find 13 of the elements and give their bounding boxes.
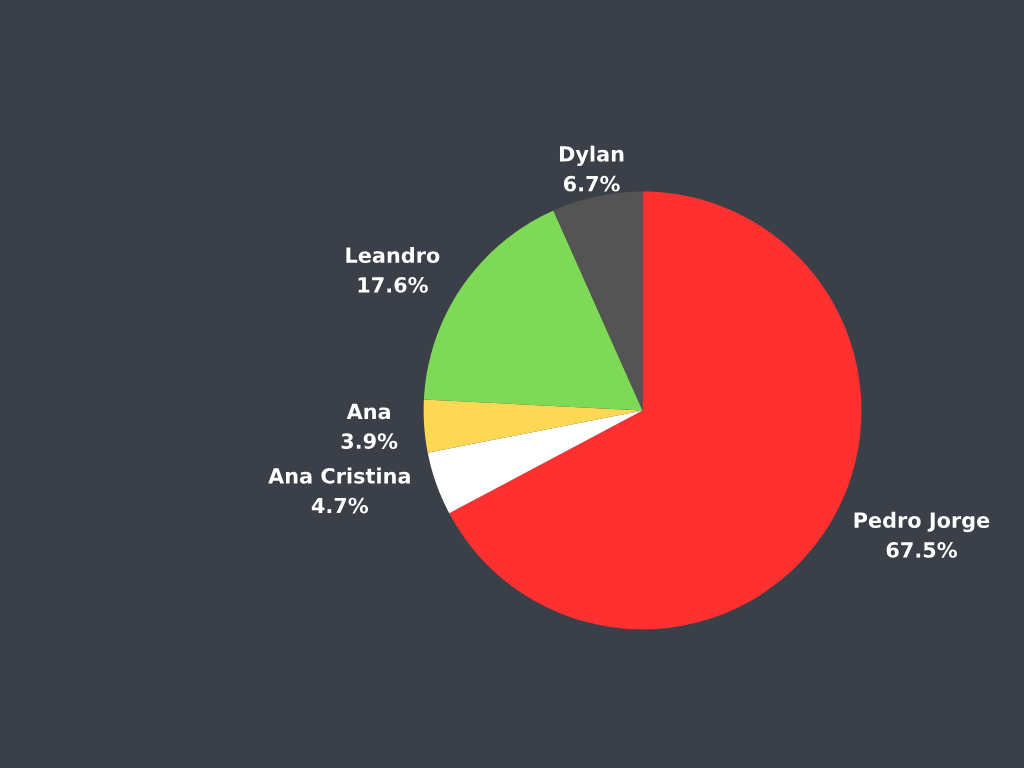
data-label: 17.6% — [358, 277, 428, 293]
pie-slice — [427, 410, 643, 514]
slice-label: Dylan — [559, 145, 624, 166]
data-label: 4.7% — [311, 497, 369, 514]
pie-slice — [553, 191, 643, 411]
slice-label: Pedro Jorge — [854, 511, 990, 533]
data-label: 3.9% — [341, 433, 398, 449]
slice-label: Ana — [346, 403, 390, 420]
slice-label: Leandro — [346, 246, 440, 264]
pie-slice — [423, 399, 643, 453]
data-label: 6.7% — [563, 175, 620, 192]
data-label: 67.5% — [886, 542, 957, 558]
slice-label: Ana Cristina — [268, 467, 410, 484]
